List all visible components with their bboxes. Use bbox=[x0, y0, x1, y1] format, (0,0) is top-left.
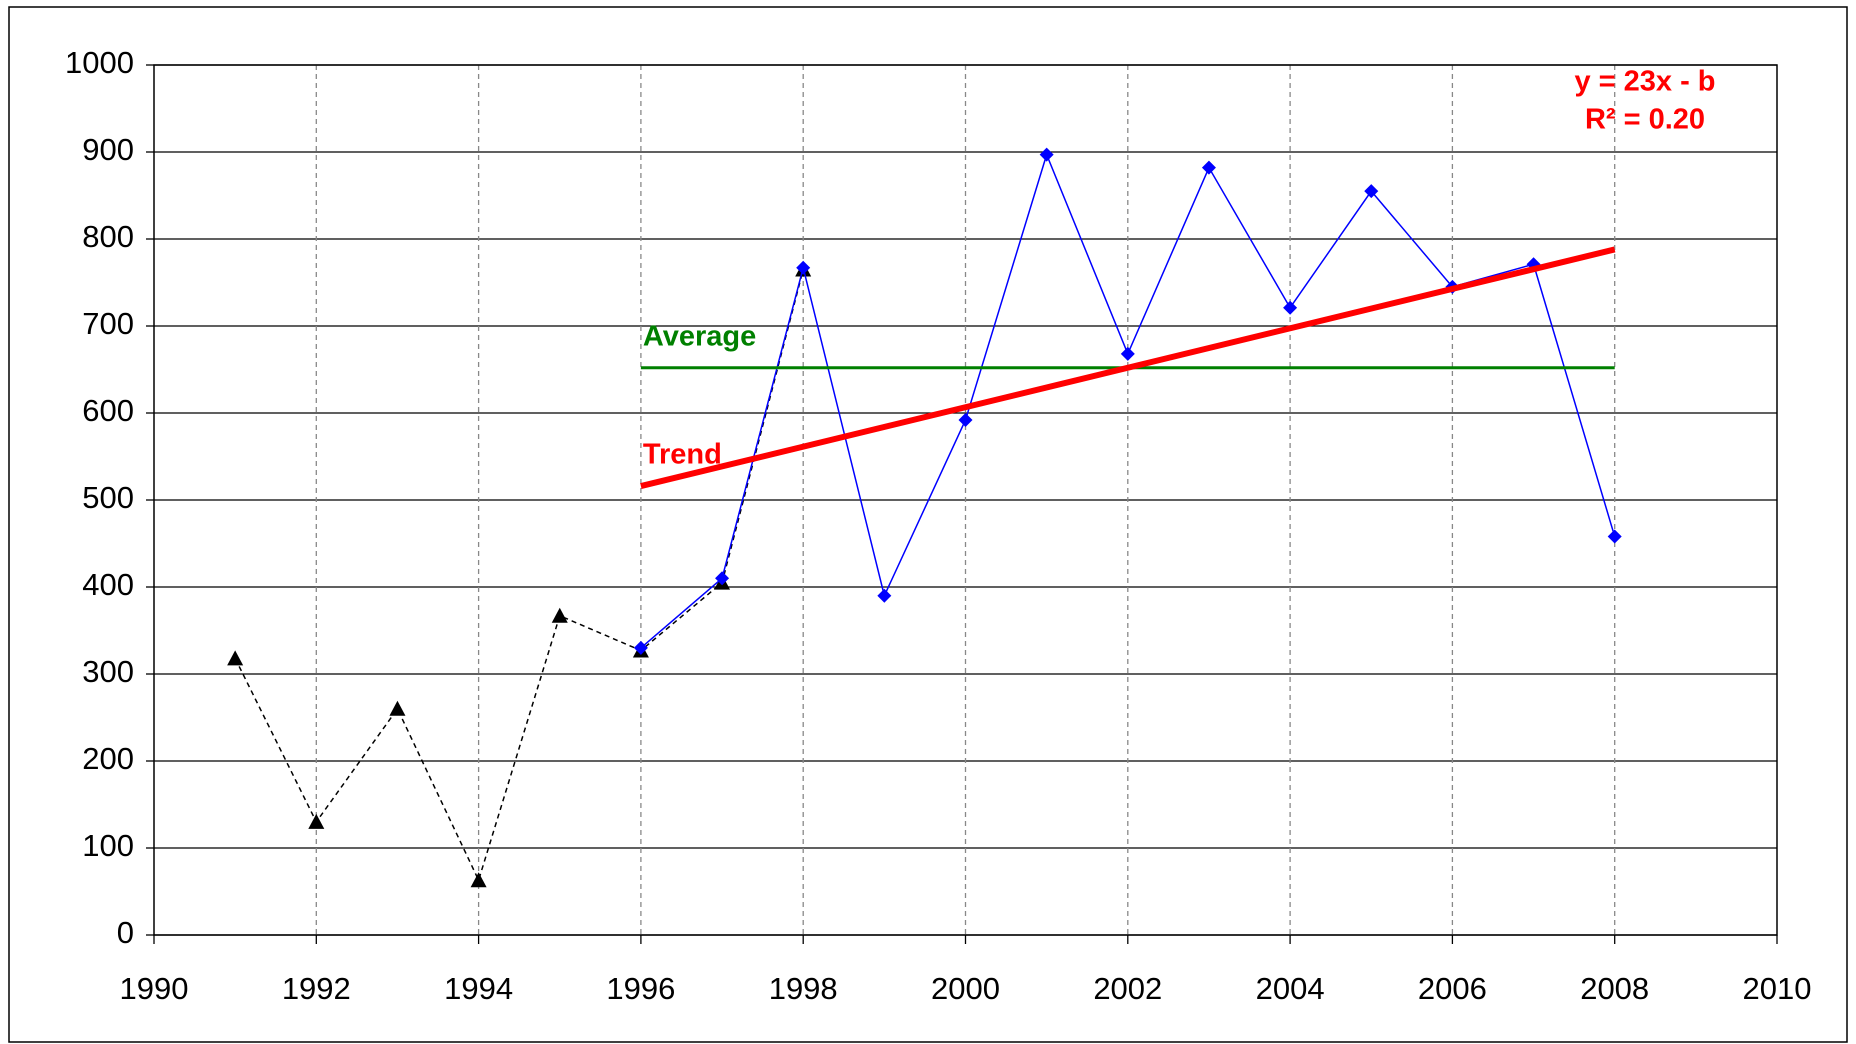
annotation: y = 23x - b bbox=[1574, 66, 1715, 98]
y-tick-label: 700 bbox=[82, 306, 134, 341]
x-tick-label: 1990 bbox=[120, 971, 189, 1006]
y-tick-label: 900 bbox=[82, 132, 134, 167]
x-tick-label: 2004 bbox=[1256, 971, 1325, 1006]
triangle-marker bbox=[470, 872, 487, 888]
y-tick-label: 1000 bbox=[65, 45, 134, 80]
triangle-marker bbox=[389, 700, 406, 716]
x-tick-label: 1996 bbox=[606, 971, 675, 1006]
diamond-marker bbox=[1283, 300, 1298, 315]
y-tick-label: 800 bbox=[82, 219, 134, 254]
triangle-marker bbox=[551, 607, 568, 623]
x-tick-label: 1994 bbox=[444, 971, 513, 1006]
diamond-marker bbox=[1039, 147, 1054, 162]
x-tick-label: 2002 bbox=[1093, 971, 1162, 1006]
diamond-marker bbox=[958, 412, 973, 427]
y-tick-label: 300 bbox=[82, 654, 134, 689]
x-tick-label: 1992 bbox=[282, 971, 351, 1006]
x-tick-label: 2000 bbox=[931, 971, 1000, 1006]
diamond-marker bbox=[1120, 346, 1135, 361]
x-tick-label: 2006 bbox=[1418, 971, 1487, 1006]
diamond-marker bbox=[877, 588, 892, 603]
y-tick-label: 600 bbox=[82, 393, 134, 428]
series-label: Trend bbox=[643, 439, 722, 471]
annotation: R² = 0.20 bbox=[1585, 104, 1705, 136]
triangle-marker bbox=[227, 650, 244, 666]
diamond-marker bbox=[1201, 160, 1216, 175]
x-tick-label: 2010 bbox=[1743, 971, 1812, 1006]
x-tick-label: 1998 bbox=[769, 971, 838, 1006]
series-line bbox=[234, 269, 804, 883]
triangle-marker bbox=[308, 813, 325, 829]
x-tick-label: 2008 bbox=[1580, 971, 1649, 1006]
y-tick-label: 0 bbox=[117, 915, 134, 950]
y-tick-label: 500 bbox=[82, 480, 134, 515]
series-label: Average bbox=[643, 320, 756, 352]
chart-border bbox=[8, 6, 1848, 1043]
y-tick-label: 100 bbox=[82, 828, 134, 863]
diamond-marker bbox=[1364, 184, 1379, 199]
diamond-marker bbox=[796, 260, 811, 275]
y-tick-label: 400 bbox=[82, 567, 134, 602]
diamond-marker bbox=[633, 640, 648, 655]
diamond-marker bbox=[1607, 529, 1622, 544]
diamond-marker bbox=[715, 571, 730, 586]
plot-frame bbox=[153, 64, 1778, 936]
series-line bbox=[640, 246, 1616, 489]
y-tick-label: 200 bbox=[82, 741, 134, 776]
